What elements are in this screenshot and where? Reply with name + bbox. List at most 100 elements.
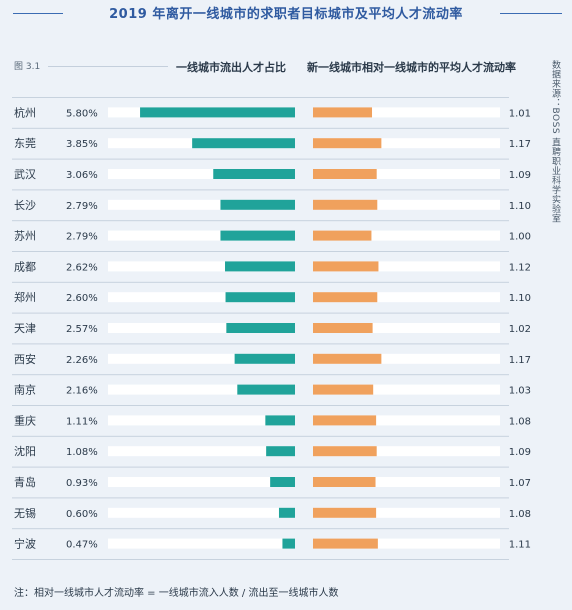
flow-rate-bar xyxy=(313,477,376,487)
outflow-bar-track xyxy=(108,261,295,272)
flow-rate-bar xyxy=(313,199,378,210)
outflow-bar xyxy=(237,384,295,395)
flow-rate-value-label: 1.09 xyxy=(509,170,531,181)
flow-rate-bar xyxy=(313,446,377,457)
flow-rate-bar xyxy=(313,353,382,364)
row-separator xyxy=(12,158,509,160)
outflow-value-label: 2.62% xyxy=(66,262,98,273)
city-label: 天津 xyxy=(14,322,36,335)
flow-rate-value-label: 1.07 xyxy=(509,478,531,489)
outflow-bar xyxy=(278,507,295,518)
row-separator-top xyxy=(12,97,509,98)
flow-rate-value-label: 1.01 xyxy=(509,108,531,119)
outflow-value-label: 1.11% xyxy=(66,416,98,427)
outflow-value-label: 0.93% xyxy=(66,478,98,489)
city-label: 西安 xyxy=(14,352,36,366)
flow-rate-bar xyxy=(313,415,377,426)
flow-rate-bar-track xyxy=(313,199,500,210)
city-label: 郑州 xyxy=(14,290,36,304)
city-label: 重庆 xyxy=(14,413,36,427)
outflow-bar-track xyxy=(108,507,295,518)
outflow-bar xyxy=(213,169,295,179)
flow-rate-bar-track xyxy=(313,446,500,457)
outflow-bar xyxy=(225,261,295,272)
outflow-bar xyxy=(265,415,295,426)
flow-rate-bar xyxy=(313,323,373,333)
row-separator xyxy=(12,312,509,314)
flow-rate-value-label: 1.11 xyxy=(509,540,531,551)
flow-rate-bar-track xyxy=(313,323,500,333)
source-note: 数据来源：BOSS 直聘职业科学实验室 xyxy=(550,60,560,223)
row-separator xyxy=(12,343,509,345)
city-label: 青岛 xyxy=(14,475,36,489)
flow-rate-bar-track xyxy=(313,169,500,179)
flow-rate-bar xyxy=(313,138,382,149)
row-separator xyxy=(12,559,509,560)
chart-title: 2019 年离开一线城市的求职者目标城市及平均人才流动率 xyxy=(109,7,463,22)
row-separator xyxy=(12,251,509,252)
outflow-value-label: 5.80% xyxy=(66,108,98,119)
outflow-bar xyxy=(234,353,295,364)
row-separator xyxy=(12,220,509,222)
outflow-value-label: 2.26% xyxy=(66,355,98,366)
flow-rate-bar xyxy=(313,261,379,272)
outflow-bar-track xyxy=(108,292,295,303)
outflow-value-label: 2.57% xyxy=(66,324,98,335)
flow-rate-bar-track xyxy=(313,477,500,487)
flow-rate-bar xyxy=(313,292,378,303)
figure-label-rule xyxy=(48,66,168,67)
flow-rate-bar xyxy=(313,538,378,549)
outflow-bar-track xyxy=(108,323,295,333)
row-separator xyxy=(12,466,509,468)
city-label: 沈阳 xyxy=(14,444,36,458)
outflow-value-label: 0.60% xyxy=(66,509,98,520)
city-label: 杭州 xyxy=(14,105,36,119)
outflow-bar xyxy=(220,199,295,210)
outflow-value-label: 3.85% xyxy=(66,139,98,150)
flow-rate-bar xyxy=(313,169,377,179)
flow-rate-chart-header: 新一线城市相对一线城市的平均人才流动率 xyxy=(307,61,516,74)
flow-rate-value-label: 1.10 xyxy=(509,293,531,304)
outflow-bar xyxy=(282,538,295,549)
flow-rate-value-label: 1.08 xyxy=(509,509,531,520)
flow-rate-bar xyxy=(313,230,372,241)
outflow-value-label: 2.79% xyxy=(66,232,98,243)
city-label: 苏州 xyxy=(14,230,36,243)
flow-rate-bar-track xyxy=(313,507,500,518)
title-bar: 2019 年离开一线城市的求职者目标城市及平均人才流动率 xyxy=(0,0,572,30)
row-separator xyxy=(12,127,509,129)
flow-rate-value-label: 1.03 xyxy=(509,386,531,397)
outflow-bar xyxy=(226,323,295,333)
outflow-value-label: 0.47% xyxy=(66,540,98,551)
outflow-value-label: 2.16% xyxy=(66,386,98,397)
city-label: 东莞 xyxy=(14,137,36,150)
outflow-bar xyxy=(266,446,295,457)
outflow-bar-track xyxy=(108,477,295,487)
outflow-bar-track xyxy=(108,384,295,395)
flow-rate-bar xyxy=(313,507,377,518)
flow-rate-bar-track xyxy=(313,261,500,272)
flow-rate-bar-track xyxy=(313,415,500,426)
row-separator xyxy=(12,374,509,376)
outflow-bar-track xyxy=(108,538,295,549)
flow-rate-bar-track xyxy=(313,107,500,118)
row-separator xyxy=(12,405,509,406)
city-label: 宁波 xyxy=(14,537,36,551)
outflow-bar-track xyxy=(108,446,295,457)
city-label: 武汉 xyxy=(14,168,36,181)
outflow-bar xyxy=(225,292,295,303)
row-separator xyxy=(12,281,509,283)
outflow-bar xyxy=(270,477,295,487)
outflow-value-label: 1.08% xyxy=(66,447,98,458)
footnote: 注：相对一线城市人才流动率 = 一线城市流入人数 / 流出至一线城市人数 xyxy=(14,588,339,599)
outflow-bar xyxy=(220,230,295,241)
flow-rate-value-label: 1.12 xyxy=(509,262,531,273)
flow-rate-bar-track xyxy=(313,538,500,549)
row-separator xyxy=(12,497,509,499)
outflow-bar-track xyxy=(108,199,295,210)
outflow-value-label: 2.60% xyxy=(66,293,98,304)
flow-rate-value-label: 1.02 xyxy=(509,324,531,335)
flow-rate-value-label: 1.10 xyxy=(509,201,531,212)
outflow-bar xyxy=(140,107,295,118)
